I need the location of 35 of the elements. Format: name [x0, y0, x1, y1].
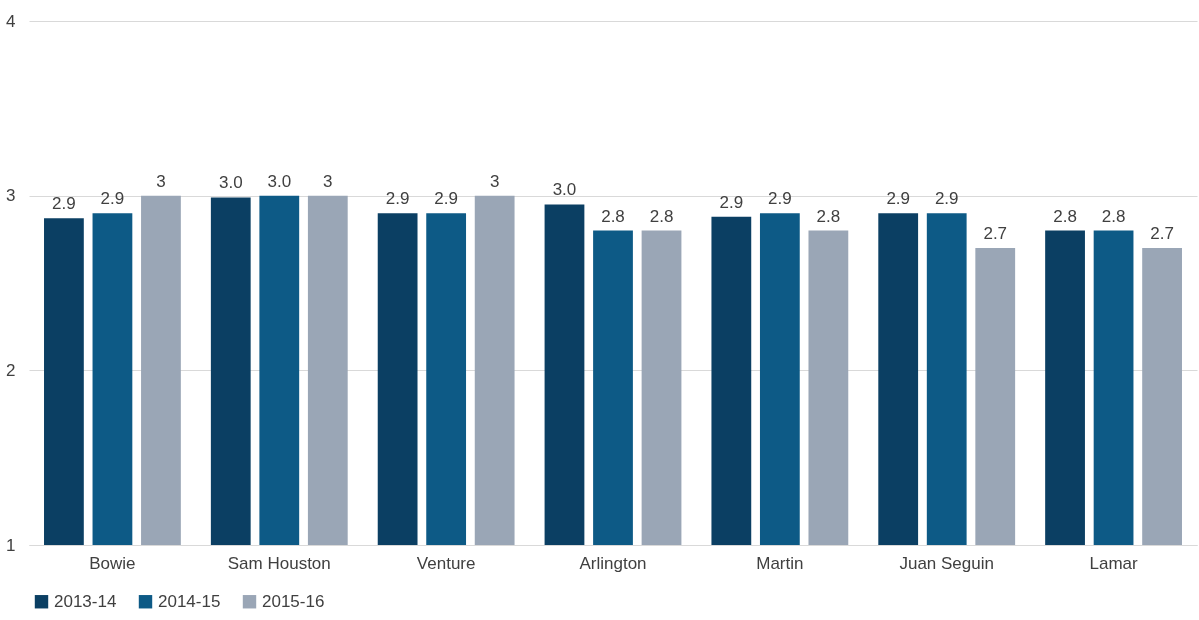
x-tick-label: Juan Seguin [899, 553, 994, 573]
data-label: 3.0 [218, 173, 243, 193]
y-tick-label: 4 [6, 11, 16, 31]
x-tick-label: Bowie [89, 553, 136, 573]
data-label: 2.9 [100, 189, 125, 209]
data-label: 2.9 [434, 189, 458, 209]
data-label: 3 [323, 171, 333, 191]
data-label: 2.8 [601, 206, 625, 226]
x-tick-label: Arlington [579, 553, 647, 573]
data-label: 2.8 [816, 206, 841, 226]
data-label: 2.8 [649, 206, 674, 226]
data-label: 2.9 [886, 189, 911, 209]
data-label: 2.9 [768, 189, 792, 209]
legend-label: 2014-15 [158, 591, 221, 611]
legend-label: 2013-14 [54, 591, 117, 611]
data-label: 2.7 [983, 224, 1008, 244]
y-tick-label: 3 [6, 186, 16, 206]
x-tick-label: Venture [416, 553, 476, 573]
data-label: 3 [489, 171, 500, 191]
data-label: 2.9 [719, 192, 744, 212]
data-label: 3 [156, 171, 166, 191]
x-tick-label: Sam Houston [227, 553, 331, 573]
data-label: 2.9 [385, 189, 410, 209]
data-label: 3.0 [552, 180, 577, 200]
x-tick-label: Martin [756, 553, 804, 573]
data-label: 2.8 [1053, 206, 1077, 226]
data-label: 3.0 [267, 171, 292, 191]
y-tick-label: 1 [6, 535, 16, 555]
x-tick-label: Lamar [1089, 553, 1138, 573]
data-label: 2.8 [1101, 206, 1126, 226]
data-label: 2.7 [1150, 224, 1174, 244]
legend-label: 2015-16 [262, 591, 325, 611]
y-tick-label: 2 [6, 360, 16, 380]
data-label: 2.9 [52, 194, 76, 214]
data-label: 2.9 [934, 189, 959, 209]
